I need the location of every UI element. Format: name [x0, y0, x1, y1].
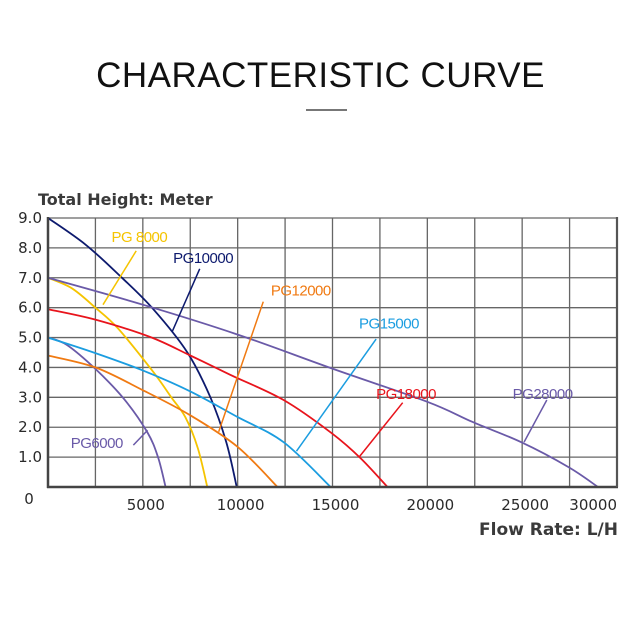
x-tick-label: 10000	[217, 496, 265, 514]
y-tick-labels: 0 1.0 2.0 3.0 4.0 5.0 6.0 7.0 8.0 9.0	[18, 209, 42, 508]
y-tick-label: 9.0	[18, 209, 42, 227]
curve-label-pg8000: PG 8000	[112, 229, 168, 246]
y-axis-title: Total Height: Meter	[38, 190, 213, 209]
curve-label-pg6000: PG6000	[71, 435, 123, 452]
y-tick-label: 8.0	[18, 239, 42, 257]
leader-line-pg12000	[217, 301, 264, 432]
grid	[47, 217, 618, 488]
curve-pg18000	[47, 308, 389, 488]
leader-line-pg28000	[523, 399, 548, 443]
y-tick-label: 7.0	[18, 269, 42, 287]
x-tick-labels: 5000 10000 15000 20000 25000 30000	[127, 496, 617, 514]
leader-line-pg15000	[295, 338, 377, 452]
x-axis-title: Flow Rate: L/H	[479, 520, 618, 540]
y-tick-label: 6.0	[18, 299, 42, 317]
x-tick-label: 20000	[406, 496, 454, 514]
axes	[46, 217, 619, 489]
leader-line-pg6000	[132, 429, 149, 446]
x-tick-label: 30000	[569, 496, 617, 514]
y-tick-label: 1.0	[18, 448, 42, 466]
curve-pg28000	[47, 276, 599, 488]
leader-line-pg10000	[171, 268, 201, 332]
curve-pg12000	[47, 354, 279, 488]
curve-label-pg15000: PG15000	[359, 316, 419, 333]
y-tick-label: 5.0	[18, 329, 42, 347]
y-tick-label: 2.0	[18, 418, 42, 436]
x-tick-label: 25000	[501, 496, 549, 514]
x-tick-label: 15000	[312, 496, 360, 514]
y-tick-label: 3.0	[18, 388, 42, 406]
curve-labels: PG6000 PG 8000 PG10000 PG12000 PG15000 PG1800…	[71, 229, 573, 452]
y-tick-label: 0	[24, 490, 34, 508]
curve-label-pg18000: PG18000	[376, 386, 436, 403]
y-tick-label: 4.0	[18, 358, 42, 376]
curve-pg15000	[47, 336, 332, 488]
curve-pg6000	[47, 336, 167, 488]
label-leaders	[102, 250, 548, 458]
title-divider	[306, 109, 347, 111]
curve-pg8000	[47, 276, 209, 488]
curve-label-pg10000: PG10000	[173, 250, 233, 267]
curve-label-pg28000: PG28000	[513, 386, 573, 403]
page-title: CHARACTERISTIC CURVE	[96, 56, 545, 95]
curve-label-pg12000: PG12000	[271, 283, 331, 300]
x-tick-label: 5000	[127, 496, 165, 514]
curves	[47, 217, 599, 488]
leader-line-pg8000	[102, 250, 137, 306]
leader-line-pg18000	[358, 402, 404, 458]
